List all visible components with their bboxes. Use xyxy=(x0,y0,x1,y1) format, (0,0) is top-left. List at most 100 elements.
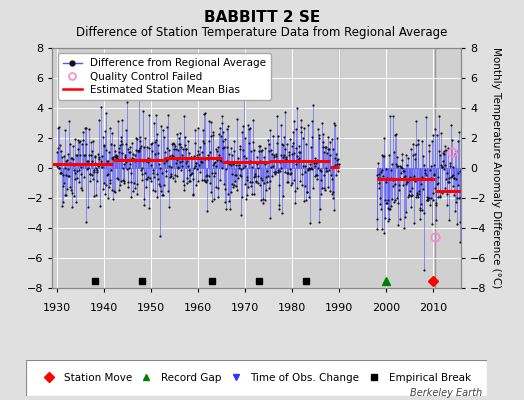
Point xyxy=(267,164,276,170)
Point xyxy=(146,155,154,162)
Point xyxy=(325,152,334,159)
Point xyxy=(84,164,93,171)
Point xyxy=(196,168,204,175)
Point xyxy=(104,158,113,164)
Point xyxy=(167,173,176,179)
Point xyxy=(179,178,188,184)
Point xyxy=(82,124,90,131)
Point xyxy=(277,152,285,158)
Point xyxy=(315,135,323,141)
Point xyxy=(289,129,297,136)
Point xyxy=(112,154,120,160)
Point xyxy=(200,177,208,183)
Point xyxy=(215,176,224,183)
Point xyxy=(72,152,81,159)
Point xyxy=(91,154,99,160)
Point xyxy=(263,158,271,165)
Point xyxy=(388,195,397,202)
Point xyxy=(56,142,64,149)
Point xyxy=(77,164,85,170)
Point xyxy=(422,114,431,120)
Point xyxy=(209,129,217,136)
Point xyxy=(83,158,92,164)
Point xyxy=(183,175,192,181)
Point xyxy=(264,141,272,147)
Point xyxy=(101,191,110,198)
Point xyxy=(228,181,236,187)
Point xyxy=(219,145,227,152)
Point xyxy=(286,136,294,143)
Point xyxy=(389,112,397,119)
Point xyxy=(144,158,152,165)
Point xyxy=(425,202,434,209)
Point xyxy=(302,158,311,164)
Point xyxy=(259,154,268,160)
Point xyxy=(148,148,156,154)
Point xyxy=(207,118,215,125)
Point xyxy=(375,170,384,177)
Point xyxy=(399,168,407,174)
Point xyxy=(291,126,300,132)
Point xyxy=(58,202,67,209)
Point xyxy=(431,201,440,208)
Point xyxy=(447,174,455,180)
Point xyxy=(398,151,406,157)
Point xyxy=(384,196,392,203)
Point xyxy=(418,174,426,180)
Point xyxy=(205,138,213,144)
Point xyxy=(94,163,102,170)
Point xyxy=(167,171,175,177)
Point xyxy=(223,158,232,164)
Point xyxy=(86,171,94,177)
Point xyxy=(103,172,111,179)
Point xyxy=(392,161,400,167)
Point xyxy=(150,150,159,157)
Point xyxy=(246,158,254,164)
Point xyxy=(411,178,419,184)
Point xyxy=(277,164,286,171)
Point xyxy=(293,104,302,111)
Point xyxy=(433,181,441,187)
Point xyxy=(390,181,399,187)
Point xyxy=(222,206,230,212)
Point xyxy=(391,131,400,137)
Point xyxy=(192,182,200,188)
Point xyxy=(223,126,231,132)
Point xyxy=(294,157,302,164)
Point xyxy=(141,135,149,142)
Point xyxy=(318,120,326,126)
Point xyxy=(452,176,460,183)
Point xyxy=(121,152,129,158)
Point xyxy=(261,197,269,203)
Point xyxy=(452,199,460,205)
Point xyxy=(423,194,431,200)
Point xyxy=(191,140,199,147)
Point xyxy=(266,127,274,134)
Point xyxy=(254,172,263,179)
Point xyxy=(176,159,184,166)
Point xyxy=(315,206,324,213)
Point xyxy=(201,110,209,117)
Point xyxy=(318,184,326,191)
Point xyxy=(239,165,247,172)
Point xyxy=(307,144,315,150)
Point xyxy=(102,146,110,153)
Point xyxy=(88,172,96,178)
Point xyxy=(264,137,272,143)
Point xyxy=(94,150,102,157)
Point xyxy=(426,167,434,174)
Point xyxy=(311,172,320,179)
Point xyxy=(189,176,198,182)
Point xyxy=(334,156,342,162)
Point xyxy=(391,132,399,138)
Point xyxy=(171,146,180,152)
Point xyxy=(450,174,458,181)
Point xyxy=(174,164,182,170)
Point xyxy=(317,177,325,184)
Point xyxy=(93,167,101,174)
Point xyxy=(159,192,167,198)
Point xyxy=(228,171,237,178)
Point xyxy=(251,173,259,179)
Point xyxy=(125,144,134,150)
Point xyxy=(187,154,195,160)
